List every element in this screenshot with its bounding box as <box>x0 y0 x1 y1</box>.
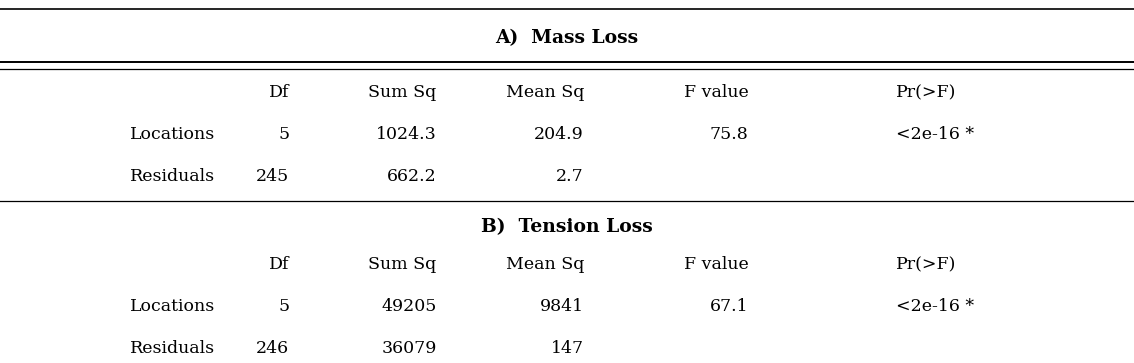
Text: Residuals: Residuals <box>130 168 215 184</box>
Text: Sum Sq: Sum Sq <box>369 257 437 273</box>
Text: 5: 5 <box>278 298 289 315</box>
Text: Mean Sq: Mean Sq <box>506 257 584 273</box>
Text: 245: 245 <box>256 168 289 184</box>
Text: 75.8: 75.8 <box>710 126 748 143</box>
Text: 67.1: 67.1 <box>710 298 748 315</box>
Text: 662.2: 662.2 <box>387 168 437 184</box>
Text: Pr(>F): Pr(>F) <box>896 257 956 273</box>
Text: Locations: Locations <box>130 298 215 315</box>
Text: <2e-16 *: <2e-16 * <box>896 126 974 143</box>
Text: 2.7: 2.7 <box>557 168 584 184</box>
Text: Sum Sq: Sum Sq <box>369 84 437 101</box>
Text: 1024.3: 1024.3 <box>375 126 437 143</box>
Text: F value: F value <box>684 84 748 101</box>
Text: Mean Sq: Mean Sq <box>506 84 584 101</box>
Text: Pr(>F): Pr(>F) <box>896 84 956 101</box>
Text: 5: 5 <box>278 126 289 143</box>
Text: F value: F value <box>684 257 748 273</box>
Text: 147: 147 <box>551 340 584 357</box>
Text: 49205: 49205 <box>381 298 437 315</box>
Text: 36079: 36079 <box>381 340 437 357</box>
Text: 204.9: 204.9 <box>534 126 584 143</box>
Text: A)  Mass Loss: A) Mass Loss <box>496 29 638 47</box>
Text: Df: Df <box>269 257 289 273</box>
Text: Locations: Locations <box>130 126 215 143</box>
Text: 246: 246 <box>256 340 289 357</box>
Text: Df: Df <box>269 84 289 101</box>
Text: <2e-16 *: <2e-16 * <box>896 298 974 315</box>
Text: Residuals: Residuals <box>130 340 215 357</box>
Text: 9841: 9841 <box>540 298 584 315</box>
Text: B)  Tension Loss: B) Tension Loss <box>481 218 653 236</box>
